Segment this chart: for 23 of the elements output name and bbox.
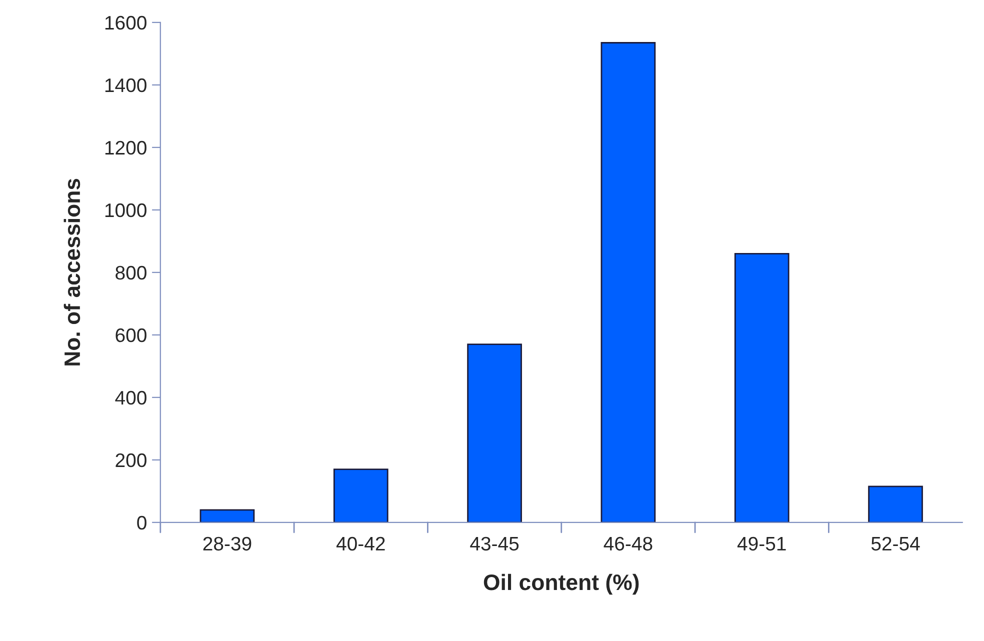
bar: [600, 42, 656, 522]
y-tick-label: 1600: [105, 16, 146, 30]
x-axis-title: Oil content (%): [484, 574, 639, 595]
x-tick-label: 40-42: [336, 536, 385, 551]
y-axis-title: No. of accessions: [64, 178, 80, 366]
bar: [200, 509, 255, 522]
bar: [467, 344, 522, 522]
bar: [734, 252, 790, 522]
y-tick-label: 1400: [105, 78, 146, 92]
x-tick-label: 28-39: [203, 536, 252, 551]
y-tick-label: 0: [137, 516, 146, 530]
y-tick-label: 200: [116, 453, 146, 468]
y-tick-label: 600: [116, 328, 146, 342]
bar: [868, 486, 923, 522]
y-tick-label: 1000: [105, 203, 146, 218]
x-tick-label: 49-51: [737, 536, 786, 551]
x-tick-label: 46-48: [604, 536, 652, 551]
bar: [333, 468, 388, 522]
y-tick-label: 1200: [105, 140, 146, 155]
x-tick-label: 52-54: [871, 536, 920, 551]
x-tick-label: 43-45: [470, 536, 519, 551]
y-tick-label: 400: [115, 390, 146, 405]
y-tick-label: 800: [116, 266, 146, 280]
